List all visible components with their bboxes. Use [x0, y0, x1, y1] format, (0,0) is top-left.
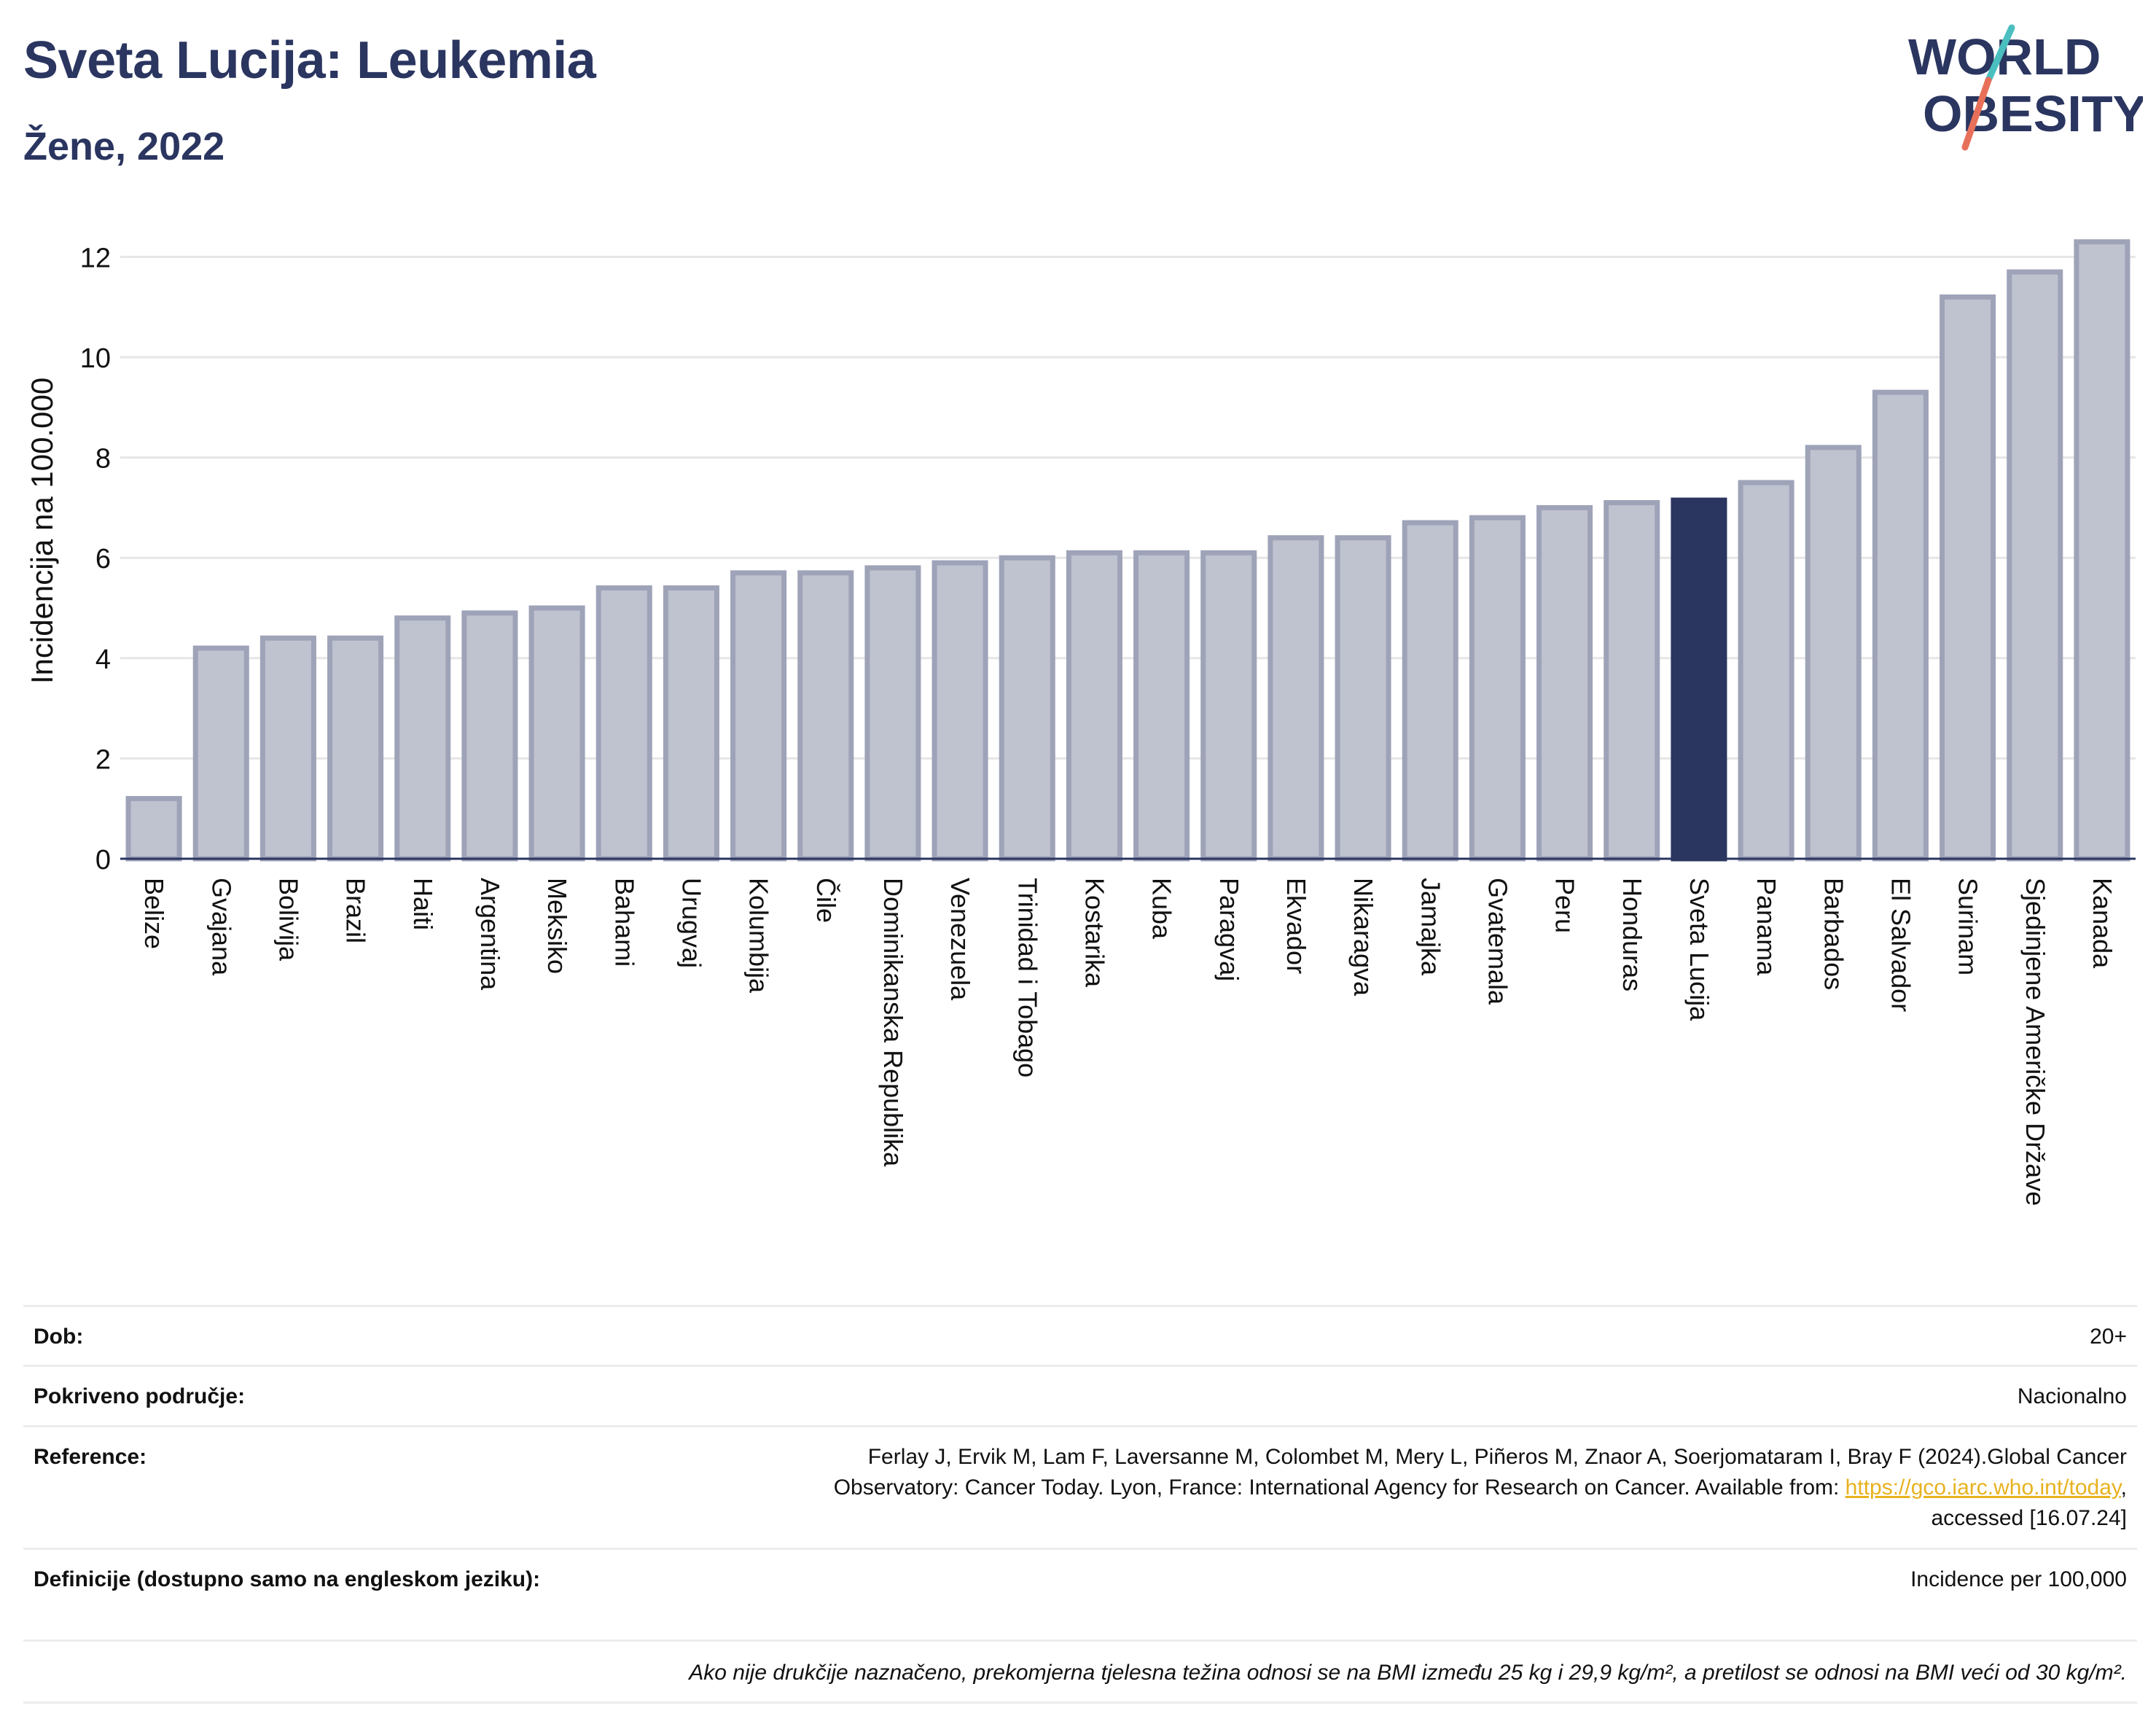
grid-lines [120, 255, 2136, 760]
reference-line2: Observatory: Cancer Today. Lyon, France:… [833, 1475, 2127, 1500]
bar [327, 635, 384, 862]
chart-title: Sveta Lucija: Leukemia [23, 31, 596, 90]
x-tick-label: Ekvador [1281, 878, 1311, 974]
x-tick-label: Argentina [475, 878, 505, 991]
x-tick-label: Panama [1751, 878, 1781, 976]
x-tick-label: Sjedinjene Američke Države [2020, 878, 2050, 1206]
x-tick-label: Bolivija [273, 878, 303, 962]
bar-chart: 0 2 4 6 8 10 12 Belize Gvajana Bolivija Brazil Hai… [25, 239, 2136, 1206]
bars [125, 239, 2130, 862]
x-tick-label: Honduras [1617, 878, 1647, 991]
x-tick-label: Venezuela [945, 878, 975, 1001]
bar [864, 565, 921, 862]
coverage-label: Pokriveno područje: [34, 1384, 246, 1408]
bar [1066, 550, 1122, 862]
bar [1940, 294, 1996, 862]
definitions-value: Incidence per 100,000 [1910, 1567, 2127, 1591]
x-tick-label: Kuba [1147, 878, 1177, 940]
chart-subtitle: Žene, 2022 [23, 125, 225, 168]
bar [1335, 535, 1391, 862]
reference-line2-text: Observatory: Cancer Today. Lyon, France:… [833, 1475, 1840, 1500]
reference-label: Reference: [34, 1445, 147, 1469]
bar [125, 795, 182, 862]
age-value: 20+ [2090, 1325, 2127, 1349]
bar [528, 605, 585, 862]
bar [1402, 520, 1458, 862]
bar [1200, 550, 1257, 862]
bar [797, 570, 854, 862]
bar [1738, 480, 1794, 862]
world-obesity-logo: WORLD OBESITY [1908, 24, 2143, 151]
y-tick-label: 8 [95, 444, 111, 475]
meta-row-coverage: Pokriveno područje: Nacionalno [23, 1365, 2137, 1425]
x-tick-label: Peru [1550, 878, 1580, 933]
x-tick-label: Meksiko [542, 878, 572, 974]
x-tick-labels: Belize Gvajana Bolivija Brazil Haiti Argentin… [139, 878, 2117, 1206]
coverage-value: Nacionalno [2017, 1384, 2127, 1408]
x-tick-label: Nikaragva [1348, 878, 1378, 997]
x-tick-label: Kolumbija [744, 878, 774, 994]
bar [1469, 515, 1526, 862]
reference-line3: accessed [16.07.24] [1931, 1506, 2127, 1530]
bar [931, 560, 988, 862]
x-tick-label: Sveta Lucija [1684, 878, 1714, 1021]
y-tick-label: 2 [95, 744, 111, 775]
x-tick-label: Čile [811, 878, 841, 923]
x-tick-label: Barbados [1819, 878, 1848, 990]
x-tick-label: Trinidad i Tobago [1012, 878, 1042, 1077]
x-tick-label: Gvatemala [1483, 878, 1512, 1005]
bar [999, 555, 1055, 862]
bar [2074, 239, 2130, 862]
x-tick-label: Surinam [1953, 878, 1983, 975]
logo-slash-top [1985, 24, 2015, 84]
y-tick-label: 4 [95, 644, 111, 675]
bar [259, 635, 316, 862]
reference-line1: Ferlay J, Ervik M, Lam F, Laversanne M, … [867, 1445, 2127, 1469]
logo-slash-bottom [1961, 77, 1992, 151]
y-tick-label: 10 [80, 343, 111, 374]
age-label: Dob: [34, 1325, 84, 1349]
bar [461, 610, 518, 862]
x-tick-label: Bahami [609, 878, 639, 967]
y-tick-labels: 0 2 4 6 8 10 12 [80, 243, 111, 876]
y-tick-label: 6 [95, 544, 111, 574]
bar-highlighted [1671, 497, 1727, 862]
x-tick-label: Paragvaj [1214, 878, 1244, 981]
bar [1805, 445, 1862, 862]
bar [1604, 500, 1660, 862]
reference-text: Ferlay J, Ervik M, Lam F, Laversanne M, … [834, 1442, 2127, 1534]
meta-row-definitions: Definicije (dostupno samo na engleskom j… [23, 1548, 2137, 1640]
y-tick-label: 12 [80, 243, 111, 273]
logo-line2: OBESITY [1923, 85, 2143, 142]
bar [394, 615, 451, 862]
y-axis-label: Incidencija na 100.000 [25, 378, 59, 684]
meta-row-note: Ako nije drukčije naznačeno, prekomjerna… [23, 1640, 2137, 1704]
x-tick-label: Dominikanska Republika [878, 878, 908, 1167]
bar [192, 645, 249, 862]
x-tick-label: Gvajana [206, 878, 236, 976]
bar [1872, 389, 1929, 862]
x-tick-label: Kostarika [1079, 878, 1109, 988]
bar [1133, 550, 1190, 862]
y-tick-label: 0 [95, 845, 111, 876]
bar [730, 570, 787, 862]
meta-row-age: Dob: 20+ [23, 1305, 2137, 1365]
bar [595, 585, 652, 862]
bar [1268, 535, 1324, 862]
definitions-label: Definicije (dostupno samo na engleskom j… [34, 1567, 541, 1591]
x-tick-label: Urugvaj [676, 878, 706, 968]
x-tick-label: Belize [139, 878, 169, 949]
bar [663, 585, 719, 862]
x-tick-label: Brazil [341, 878, 371, 943]
x-tick-label: Haiti [408, 878, 438, 930]
bar [1536, 504, 1593, 862]
x-tick-label: Jamajka [1415, 878, 1445, 976]
meta-row-reference: Reference: Ferlay J, Ervik M, Lam F, Lav… [23, 1425, 2137, 1548]
x-tick-label: El Salvador [1886, 878, 1915, 1012]
reference-link[interactable]: https://gco.iarc.who.int/today [1845, 1475, 2121, 1500]
x-tick-label: Kanada [2087, 878, 2117, 969]
bmi-note: Ako nije drukčije naznačeno, prekomjerna… [689, 1661, 2127, 1685]
bar [2007, 269, 2063, 862]
